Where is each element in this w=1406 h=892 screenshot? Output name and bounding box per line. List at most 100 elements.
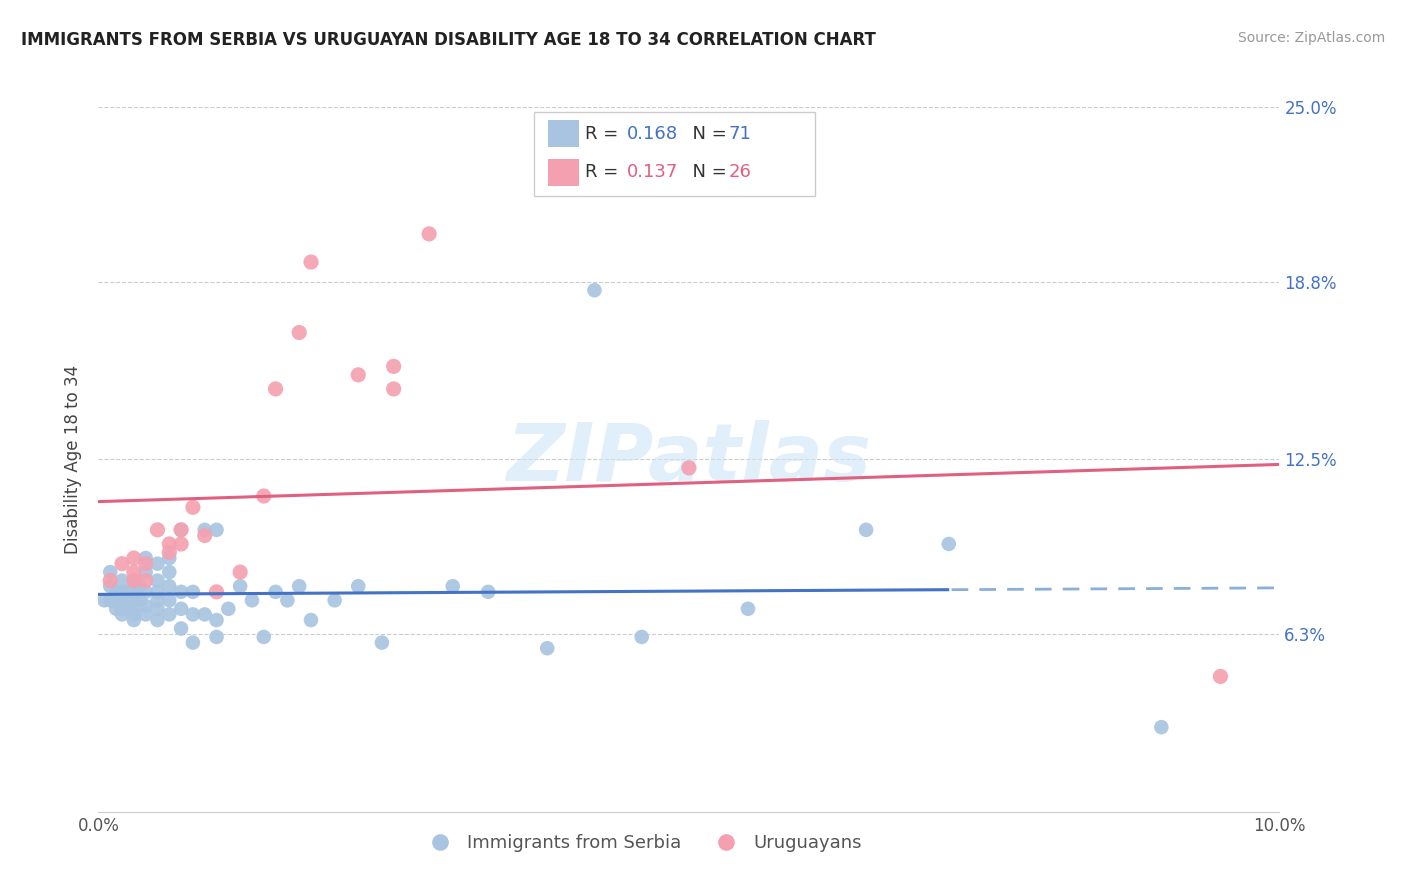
Point xyxy=(135,551,157,566)
Point xyxy=(135,574,157,588)
Point xyxy=(194,523,217,537)
Point xyxy=(181,607,204,622)
Point xyxy=(382,359,405,374)
Point xyxy=(157,593,180,607)
Point xyxy=(1150,720,1173,734)
Point xyxy=(170,601,193,615)
Point xyxy=(194,607,217,622)
Point xyxy=(111,593,134,607)
Point xyxy=(135,565,157,579)
Point xyxy=(181,635,204,649)
Point xyxy=(323,593,346,607)
Point xyxy=(157,537,180,551)
Point xyxy=(371,635,394,649)
Point xyxy=(146,593,169,607)
Point xyxy=(117,585,139,599)
Point xyxy=(128,593,150,607)
Legend: Immigrants from Serbia, Uruguayans: Immigrants from Serbia, Uruguayans xyxy=(415,827,869,859)
Point xyxy=(157,607,180,622)
Point xyxy=(299,613,322,627)
Point xyxy=(264,382,287,396)
Point xyxy=(536,641,558,656)
Point xyxy=(737,601,759,615)
Point xyxy=(122,579,145,593)
Point xyxy=(157,579,180,593)
Point xyxy=(98,574,121,588)
Point xyxy=(253,630,276,644)
Point xyxy=(288,579,311,593)
Y-axis label: Disability Age 18 to 34: Disability Age 18 to 34 xyxy=(65,365,83,554)
Point xyxy=(122,593,145,607)
Text: 26: 26 xyxy=(728,163,751,181)
Point xyxy=(146,601,169,615)
Point xyxy=(299,255,322,269)
Point xyxy=(122,607,145,622)
Point xyxy=(382,382,405,396)
Point xyxy=(146,523,169,537)
Point xyxy=(253,489,276,503)
Point xyxy=(678,460,700,475)
Point xyxy=(122,565,145,579)
Point xyxy=(105,585,128,599)
Point xyxy=(122,551,145,566)
Point xyxy=(181,500,204,515)
Point xyxy=(157,545,180,559)
Point xyxy=(111,574,134,588)
Point xyxy=(157,551,180,566)
Point xyxy=(117,599,139,613)
Point xyxy=(105,601,128,615)
Point xyxy=(264,585,287,599)
Text: N =: N = xyxy=(681,163,733,181)
Point xyxy=(122,574,145,588)
Point xyxy=(205,613,228,627)
Point xyxy=(157,565,180,579)
Point xyxy=(938,537,960,551)
Point xyxy=(347,579,370,593)
Text: R =: R = xyxy=(585,125,624,143)
Point xyxy=(441,579,464,593)
Point xyxy=(98,593,121,607)
Point xyxy=(146,613,169,627)
Point xyxy=(105,593,128,607)
Point xyxy=(128,579,150,593)
Point xyxy=(122,574,145,588)
Point xyxy=(111,557,134,571)
Point xyxy=(170,537,193,551)
Point xyxy=(93,593,115,607)
Point xyxy=(181,585,204,599)
Text: IMMIGRANTS FROM SERBIA VS URUGUAYAN DISABILITY AGE 18 TO 34 CORRELATION CHART: IMMIGRANTS FROM SERBIA VS URUGUAYAN DISA… xyxy=(21,31,876,49)
Point xyxy=(146,574,169,588)
Point xyxy=(111,607,134,622)
Point xyxy=(1209,669,1232,683)
Text: ZIPatlas: ZIPatlas xyxy=(506,420,872,499)
Point xyxy=(122,613,145,627)
Point xyxy=(205,630,228,644)
Point xyxy=(146,557,169,571)
Point xyxy=(170,622,193,636)
Text: 0.168: 0.168 xyxy=(627,125,678,143)
Point xyxy=(630,630,652,644)
Point xyxy=(229,565,252,579)
Point xyxy=(111,601,134,615)
Point xyxy=(288,326,311,340)
Text: Source: ZipAtlas.com: Source: ZipAtlas.com xyxy=(1237,31,1385,45)
Point xyxy=(205,523,228,537)
Point xyxy=(98,579,121,593)
Point xyxy=(583,283,606,297)
Point xyxy=(135,585,157,599)
Point xyxy=(170,523,193,537)
Point xyxy=(418,227,440,241)
Point xyxy=(240,593,263,607)
Point xyxy=(111,585,134,599)
Point xyxy=(477,585,499,599)
Point xyxy=(217,601,239,615)
Point xyxy=(122,601,145,615)
Point xyxy=(194,528,217,542)
Text: R =: R = xyxy=(585,163,624,181)
Point xyxy=(135,599,157,613)
Point xyxy=(146,585,169,599)
Point xyxy=(135,607,157,622)
Point xyxy=(122,585,145,599)
Point xyxy=(347,368,370,382)
Point xyxy=(170,585,193,599)
